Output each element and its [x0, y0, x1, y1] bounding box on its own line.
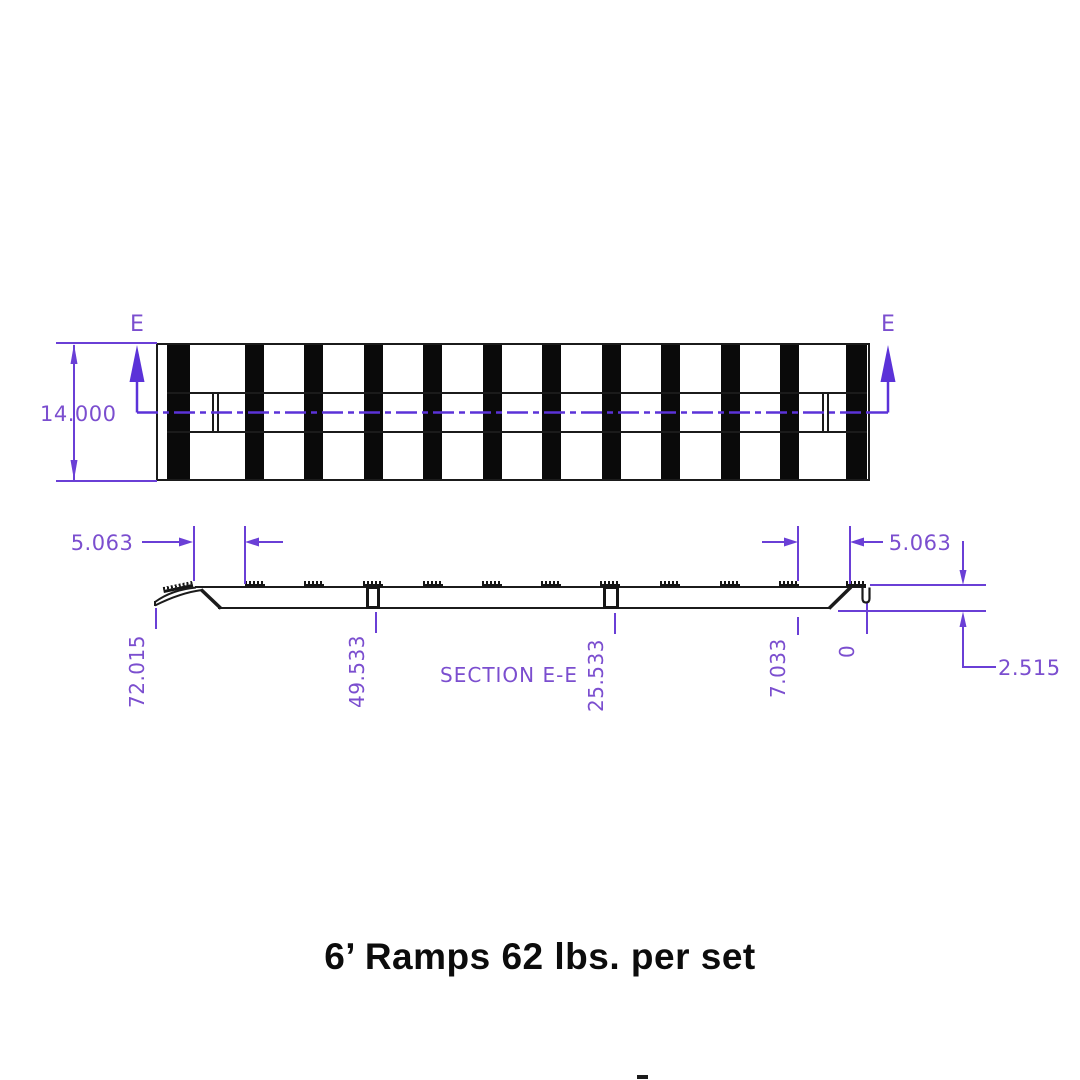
dim-right-gap-tail1 — [762, 541, 785, 543]
dim-left-gap-ext2 — [244, 526, 246, 584]
tread — [541, 581, 561, 587]
dim-14-line — [73, 345, 75, 480]
section-letter-left: E — [130, 312, 144, 337]
end-hook — [861, 587, 871, 604]
rung — [780, 345, 799, 479]
slot-line — [217, 392, 219, 433]
rung — [542, 345, 561, 479]
lip-curve-lower — [154, 589, 203, 607]
ordinate-label-72: 72.015 — [125, 635, 149, 708]
ordinate-label-0: 0 — [835, 644, 859, 658]
tread — [423, 581, 443, 587]
dim-end-arrow-down — [959, 570, 967, 585]
dim-right-gap-arrow-right — [784, 537, 798, 547]
dim-14-ext-bottom — [56, 480, 157, 482]
dim-right-gap-arrow-left — [850, 537, 864, 547]
rung — [483, 345, 502, 479]
ordinate-label-25: 25.533 — [584, 639, 608, 712]
lip-underside-diagonal — [199, 588, 223, 610]
tread — [720, 581, 740, 587]
tread — [363, 581, 383, 587]
dim-left-gap-arrow-left — [245, 537, 259, 547]
ordinate-ext-0 — [866, 603, 868, 634]
rung — [304, 345, 323, 479]
rung — [846, 345, 867, 479]
ordinate-ext-7 — [797, 617, 799, 635]
tread-on-lip — [162, 580, 194, 594]
slot-line — [827, 392, 829, 433]
rung — [602, 345, 621, 479]
tread — [482, 581, 502, 587]
rung — [364, 345, 383, 479]
rung — [245, 345, 264, 479]
ordinate-ext-72 — [155, 608, 157, 629]
dim-left-gap-tail — [259, 541, 283, 543]
dim-left-gap-leader — [142, 541, 180, 543]
tread — [660, 581, 680, 587]
dim-end-elbow — [962, 666, 996, 668]
section-top-surface — [195, 586, 866, 588]
dim-end-arrow-up — [959, 611, 967, 627]
stiffener — [603, 586, 619, 609]
ordinate-ext-49 — [375, 612, 377, 633]
top-view-rail-line-upper — [167, 392, 867, 394]
tread — [245, 581, 265, 587]
section-title: SECTION E-E — [440, 663, 578, 687]
tread — [846, 581, 866, 587]
bottom-crop-mark — [637, 1075, 648, 1079]
dim-left-gap-ext1 — [193, 526, 195, 581]
dim-end-ext-bottom — [838, 610, 986, 612]
page-title: 6’ Ramps 62 lbs. per set — [324, 936, 756, 977]
end-riser-diagonal — [827, 585, 853, 610]
section-letter-right: E — [881, 312, 895, 337]
dim-left-gap-value: 5.063 — [70, 531, 134, 555]
dim-right-gap-value: 5.063 — [888, 531, 952, 555]
rung — [721, 345, 740, 479]
dim-right-gap-ext1 — [797, 526, 799, 581]
rung — [661, 345, 680, 479]
slot-line — [822, 392, 824, 433]
dim-left-gap-arrow-right — [179, 537, 193, 547]
slot-line — [212, 392, 214, 433]
dim-end-ext-top — [870, 584, 986, 586]
stiffener — [366, 586, 380, 609]
dim-end-value: 2.515 — [998, 656, 1061, 680]
dim-end-shaft-top — [962, 541, 964, 571]
tread — [600, 581, 620, 587]
section-bottom-surface — [218, 607, 830, 609]
top-view-rail-line-lower — [167, 431, 867, 433]
dim-right-gap-ext2 — [849, 526, 851, 584]
ordinate-label-49: 49.533 — [345, 635, 369, 708]
ordinate-label-7: 7.033 — [766, 638, 790, 698]
dim-14-value: 14.000 — [40, 402, 117, 426]
rung — [423, 345, 442, 479]
dim-end-shaft-bottom — [962, 626, 964, 668]
dim-14-ext-top — [56, 342, 157, 344]
tread — [779, 581, 799, 587]
cut-arrow-head-left — [129, 345, 145, 382]
tread — [304, 581, 324, 587]
rung — [167, 345, 190, 479]
ordinate-ext-25 — [614, 613, 616, 634]
dim-right-gap-tail2 — [863, 541, 883, 543]
cut-arrow-head-right — [880, 345, 896, 382]
